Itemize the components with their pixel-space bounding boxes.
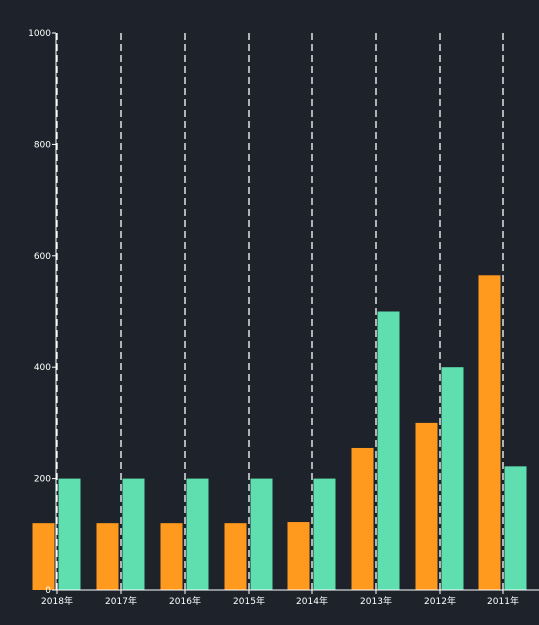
- y-tick-label: 1000: [28, 29, 51, 39]
- y-tick-label: 600: [34, 252, 51, 262]
- y-tick-label: 800: [34, 140, 51, 150]
- x-tick-label: 2013年: [360, 595, 392, 607]
- x-tick-label: 2016年: [169, 595, 201, 607]
- bar-series-2-7[interactable]: [504, 466, 527, 590]
- axes: [55, 33, 539, 591]
- bar-series-2-1[interactable]: [122, 478, 145, 590]
- bar-series-2-6[interactable]: [441, 367, 464, 590]
- x-axis-ticks: 2018年 2017年 2016年 2015年 2014年 2013年 2012年 2011年: [41, 590, 519, 607]
- bar-series-1-6[interactable]: [415, 422, 438, 590]
- bar-series-2-0[interactable]: [58, 478, 81, 590]
- y-axis-ticks: 0 200 400 600 800 1000: [28, 29, 56, 596]
- x-tick-label: 2018年: [41, 595, 73, 607]
- bar-series-1-5[interactable]: [351, 447, 374, 590]
- bar-series-1-7[interactable]: [478, 275, 501, 590]
- bar-series-2-4[interactable]: [313, 478, 336, 590]
- x-tick-label: 2012年: [424, 595, 456, 607]
- bar-series-2-2[interactable]: [186, 478, 209, 590]
- x-tick-label: 2014年: [296, 595, 328, 607]
- x-tick-label: 2015年: [233, 595, 265, 607]
- y-tick-label: 0: [45, 586, 51, 596]
- x-tick-label: 2017年: [105, 595, 137, 607]
- grid-lines: [56, 33, 504, 590]
- bar-series-1-1[interactable]: [96, 523, 119, 590]
- y-tick-label: 200: [34, 475, 51, 485]
- bar-series-2-3[interactable]: [250, 478, 273, 590]
- y-tick-label: 400: [34, 363, 51, 373]
- bar-series-1-3[interactable]: [224, 523, 247, 590]
- bar-series-1-0[interactable]: [32, 523, 55, 590]
- bar-series-1-2[interactable]: [160, 523, 183, 590]
- bars: [32, 275, 527, 591]
- x-tick-label: 2011年: [487, 595, 519, 607]
- bar-series-1-4[interactable]: [287, 522, 310, 590]
- bar-series-2-5[interactable]: [377, 311, 400, 591]
